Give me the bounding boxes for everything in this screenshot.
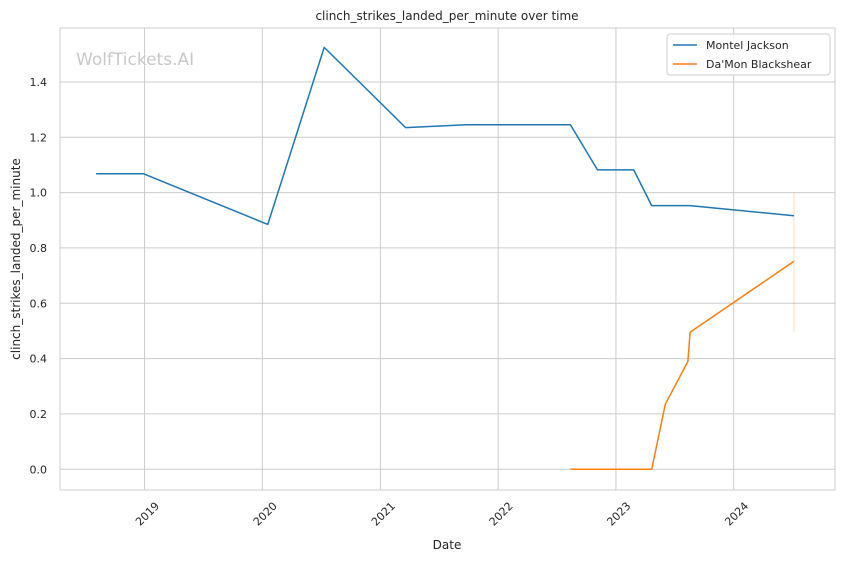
plot-area — [59, 27, 836, 491]
y-tick-label-0.8: 0.8 — [30, 242, 48, 255]
legend-box — [666, 33, 831, 76]
x-tick-label-2023: 2023 — [604, 500, 633, 529]
series-line-montel-jackson — [96, 46, 795, 226]
watermark: WolfTickets.AI — [76, 50, 194, 70]
series-lines — [96, 46, 795, 471]
y-tick-labels: 0.0 0.2 0.4 0.6 0.8 1.0 1.2 1.4 — [30, 76, 48, 476]
x-axis-label: Date — [433, 538, 462, 552]
x-tick-labels: 2019 2020 2021 2022 2023 2024 — [133, 500, 751, 529]
y-axis-label: clinch_strikes_landed_per_minute — [9, 158, 23, 360]
y-tick-label-0.0: 0.0 — [30, 463, 48, 476]
y-tick-label-0.4: 0.4 — [30, 353, 48, 366]
x-tick-label-2024: 2024 — [722, 500, 751, 529]
chart-title: clinch_strikes_landed_per_minute over ti… — [315, 9, 578, 23]
y-tick-label-1.0: 1.0 — [30, 187, 48, 200]
y-tick-label-1.2: 1.2 — [30, 131, 48, 144]
series-line-da-mon-blackshear — [570, 260, 795, 471]
legend-label-damon-blackshear: Da'Mon Blackshear — [706, 58, 812, 71]
legend-label-montel-jackson: Montel Jackson — [706, 39, 789, 52]
x-tick-label-2019: 2019 — [133, 500, 162, 529]
legend: Montel Jackson Da'Mon Blackshear — [666, 33, 831, 76]
y-tick-label-0.2: 0.2 — [30, 408, 48, 421]
x-tick-label-2022: 2022 — [487, 500, 516, 529]
x-tick-label-2020: 2020 — [251, 500, 280, 529]
y-tick-label-1.4: 1.4 — [30, 76, 48, 89]
x-tick-label-2021: 2021 — [369, 500, 398, 529]
y-tick-label-0.6: 0.6 — [30, 297, 48, 310]
